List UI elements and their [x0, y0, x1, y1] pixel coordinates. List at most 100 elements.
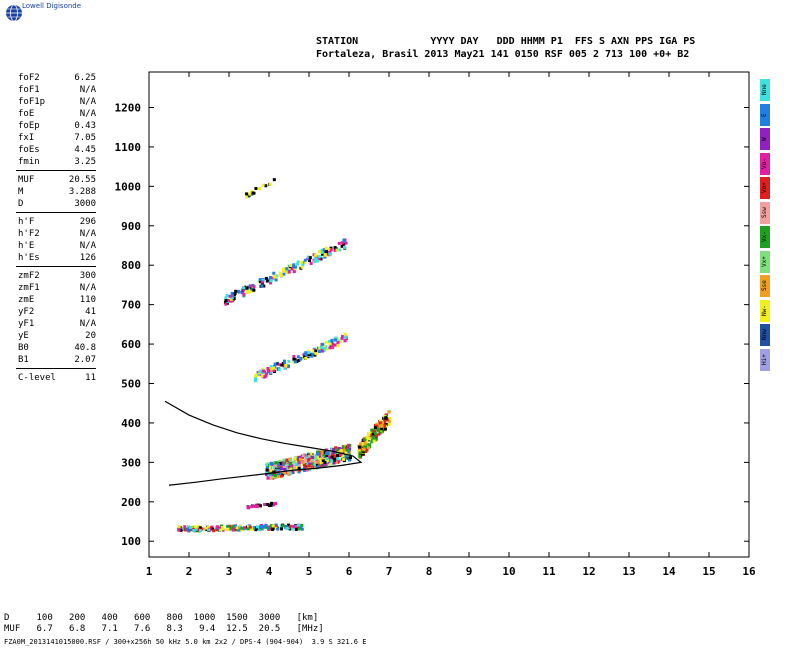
echo-pixel: [360, 442, 364, 446]
echo-pixel: [268, 276, 272, 280]
echo-pixel: [285, 271, 289, 275]
echo-pixel: [322, 248, 326, 252]
echo-pixel: [252, 285, 256, 289]
echo-pixel: [300, 455, 304, 459]
y-tick-label: 800: [121, 259, 141, 272]
param-name: zmE: [18, 295, 35, 305]
echo-pixel: [254, 186, 258, 190]
echo-pixel: [285, 458, 289, 462]
x-tick-label: 11: [542, 565, 556, 578]
logo-text: Lowell Digisonde: [22, 2, 82, 10]
echo-pixel: [226, 527, 230, 531]
echo-pixel: [265, 468, 269, 472]
echo-pixel: [343, 332, 347, 336]
echo-pixel: [382, 423, 386, 427]
echo-pixel: [266, 476, 270, 480]
echo-pixel: [282, 268, 286, 272]
echo-pixel: [269, 281, 273, 285]
legend-item: Vo-: [760, 152, 770, 175]
echo-pixel: [316, 456, 320, 460]
echo-pixel: [318, 255, 322, 259]
echo-pixel: [281, 524, 285, 528]
echo-pixel: [261, 183, 265, 187]
echo-pixel: [332, 459, 336, 463]
echo-pixel: [292, 354, 296, 358]
echo-pixel: [228, 524, 232, 528]
param-value: 2.07: [74, 355, 96, 365]
echo-pixel: [284, 364, 288, 368]
echo-pixel: [218, 526, 222, 530]
echo-pixel: [314, 349, 318, 353]
muf-row: MUF 6.7 6.8 7.1 7.6 8.3 9.4 12.5 20.5 [M…: [4, 624, 324, 634]
echo-pixel: [303, 260, 307, 264]
echo-pixel: [324, 246, 328, 250]
echo-pixel: [309, 261, 313, 265]
echo-pixel: [289, 458, 293, 462]
echo-pixel: [301, 263, 305, 267]
param-row: fxI 7.05: [4, 132, 96, 144]
param-value: 3.25: [74, 157, 96, 167]
param-name: zmF2: [18, 271, 40, 281]
echo-pixel: [270, 367, 274, 371]
echo-pixel: [295, 359, 299, 363]
echo-pixel: [255, 525, 259, 529]
echo-pixel: [303, 355, 307, 359]
echo-pixel: [313, 257, 317, 261]
echo-pixel: [200, 527, 204, 531]
echo-pixel: [321, 456, 325, 460]
echo-pixel: [211, 527, 215, 531]
echo-pixel: [277, 363, 281, 367]
echo-pixel: [316, 465, 320, 469]
echo-pixel: [328, 247, 332, 251]
x-tick-label: 3: [226, 565, 233, 578]
echo-pixel: [312, 349, 316, 353]
echo-pixel: [293, 360, 297, 364]
echo-pixel: [292, 460, 296, 464]
echo-pixel: [226, 298, 230, 302]
echo-pixel: [261, 369, 265, 373]
echo-pixel: [371, 432, 375, 436]
x-tick-label: 1: [146, 565, 153, 578]
x-tick-label: 9: [466, 565, 473, 578]
echo-pixel: [286, 462, 290, 466]
echo-pixel: [332, 456, 336, 460]
echo-pixel: [310, 459, 314, 463]
echo-pixel: [310, 354, 314, 358]
echo-pixel: [280, 467, 284, 471]
param-row: yE 20: [4, 330, 96, 342]
echo-pixel: [283, 362, 287, 366]
echo-pixel: [324, 249, 328, 253]
x-tick-label: 2: [186, 565, 193, 578]
echo-pixel: [382, 421, 386, 425]
echo-pixel: [307, 464, 311, 468]
echo-pixel: [274, 468, 278, 472]
echo-pixel: [308, 352, 312, 356]
echo-pixel: [321, 459, 325, 463]
echo-pixel: [274, 474, 278, 478]
echo-pixel: [282, 364, 286, 368]
echo-pixel: [318, 346, 322, 350]
echo-pixel: [316, 460, 320, 464]
echo-pixel: [235, 526, 239, 530]
echo-pixel: [193, 525, 197, 529]
echo-pixel: [307, 351, 311, 355]
param-row: foEp 0.43: [4, 120, 96, 132]
echo-pixel: [340, 244, 344, 248]
echo-pixel: [345, 448, 349, 452]
echo-pixel: [286, 463, 290, 467]
echo-pixel: [338, 248, 342, 252]
param-row: yF1 N/A: [4, 318, 96, 330]
echo-pixel: [291, 471, 295, 475]
echo-pixel: [242, 292, 246, 296]
echo-pixel: [283, 461, 287, 465]
y-tick-label: 1200: [115, 101, 142, 114]
param-name: foE: [18, 109, 35, 119]
param-value: 3.288: [68, 187, 96, 197]
y-tick-label: 500: [121, 378, 141, 391]
echo-pixel: [317, 257, 321, 261]
plot-frame: [148, 71, 750, 558]
echo-pixel: [240, 528, 244, 532]
echo-pixel: [308, 256, 312, 260]
echo-pixel: [358, 454, 362, 458]
echo-pixel: [292, 524, 296, 528]
